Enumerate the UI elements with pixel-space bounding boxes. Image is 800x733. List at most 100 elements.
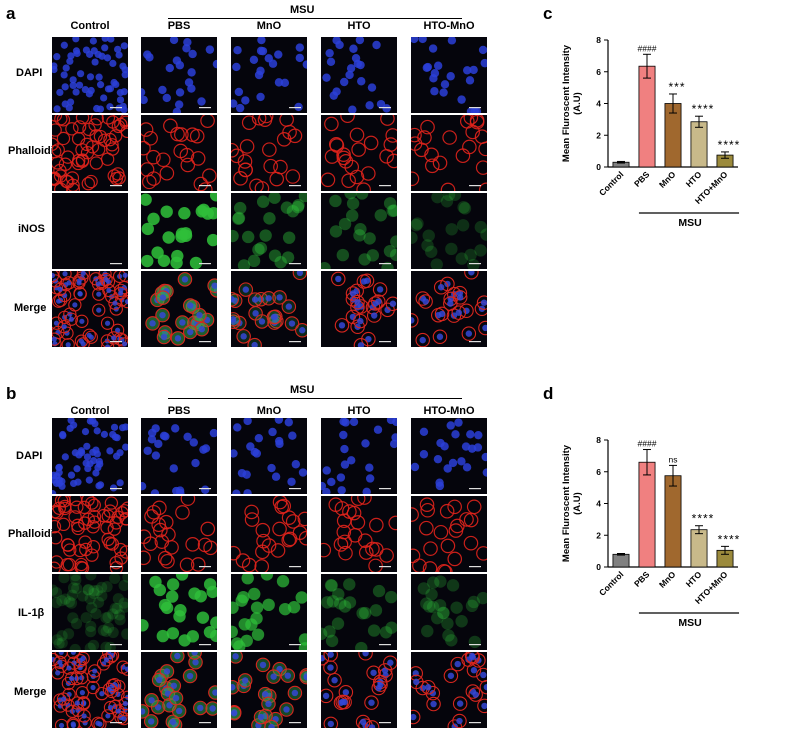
y-tick-label-c-0: 0	[596, 162, 601, 172]
micrograph-phalloidin-0	[52, 115, 128, 191]
y-tick-label-c-3: 6	[596, 67, 601, 77]
significance-c-3: ****	[692, 102, 715, 116]
row-label-phalloidin-b: Phalloidin	[8, 528, 61, 540]
micrograph-dapi-1	[141, 418, 217, 494]
row-label-il1b-b: IL-1β	[18, 607, 45, 619]
y-tick-label-d-2: 4	[596, 499, 601, 509]
y-tick-label-d-4: 8	[596, 435, 601, 445]
micrograph-merge-2	[231, 271, 307, 347]
micrograph-green-3	[321, 574, 397, 650]
micrograph-dapi-0	[52, 418, 128, 494]
col-label-control-a: Control	[70, 20, 110, 32]
panel-letter-a: a	[6, 4, 16, 23]
col-label-hto-a: HTO	[347, 20, 371, 32]
bar-chart-c: Mean Fluroscent Intensity(A.U) 0 2 4 6 8 Contr…	[561, 35, 741, 229]
col-label-mno-a: MnO	[256, 20, 282, 32]
micrograph-green-2	[231, 193, 307, 269]
error-bar-c-3	[695, 115, 703, 128]
x-tick-label-d-2: MnO	[657, 569, 678, 590]
micrograph-dapi-3	[321, 418, 397, 494]
micrograph-green-1	[141, 574, 217, 650]
row-label-dapi-a: DAPI	[16, 67, 43, 79]
micrograph-green-4	[411, 193, 487, 269]
msu-bracket-b	[168, 398, 462, 399]
y-tick-label-c-2: 4	[596, 99, 601, 109]
micrograph-phalloidin-2	[231, 496, 307, 572]
significance-c-2: ***	[668, 80, 685, 94]
row-label-phalloidin-a: Phalloidin	[8, 145, 61, 157]
col-label-hto-b: HTO	[347, 405, 371, 417]
y-tick-label-d-1: 2	[596, 530, 601, 540]
group-label-c: MSU	[678, 217, 701, 229]
micrograph-green-4	[411, 574, 487, 650]
micrograph-dapi-4	[411, 37, 487, 113]
micrograph-dapi-0	[52, 37, 128, 113]
x-tick-label-c-1: PBS	[632, 169, 652, 189]
bar-chart-d: Mean Fluroscent Intensity(A.U) 0 2 4 6 8 Contr…	[561, 435, 741, 629]
micrograph-dapi-2	[231, 37, 307, 113]
micrograph-green-0	[52, 574, 128, 650]
micrograph-dapi-1	[141, 37, 217, 113]
msu-group-label-b: MSU	[290, 384, 315, 396]
bar-c-1	[638, 65, 656, 168]
significance-d-4: ****	[718, 532, 741, 546]
y-tick-label-d-0: 0	[596, 562, 601, 572]
significance-d-1: ####	[638, 439, 657, 449]
row-label-inos-a: iNOS	[18, 223, 45, 235]
micrograph-phalloidin-1	[141, 496, 217, 572]
micrograph-merge-0	[52, 652, 128, 728]
significance-c-4: ****	[718, 138, 741, 152]
significance-d-3: ****	[692, 512, 715, 526]
msu-bracket-a	[168, 18, 462, 19]
x-tick-label-d-3: HTO	[684, 569, 704, 589]
panel-letter-d: d	[543, 384, 554, 403]
bar-d-2	[664, 475, 682, 568]
micrograph-green-3	[321, 193, 397, 269]
micrograph-merge-1	[141, 652, 217, 728]
panel-letter-c: c	[543, 4, 553, 23]
micrograph-merge-0	[52, 271, 128, 347]
significance-d-2: ns	[669, 454, 678, 464]
group-label-d: MSU	[678, 617, 701, 629]
micrograph-merge-4	[411, 271, 487, 347]
y-tick-label-c-4: 8	[596, 35, 601, 45]
micrograph-merge-2	[231, 652, 307, 728]
error-bar-d-0	[617, 553, 625, 556]
panel-letter-b: b	[6, 384, 17, 403]
x-tick-label-c-3: HTO	[684, 169, 704, 189]
row-label-merge-b: Merge	[14, 686, 47, 698]
bar-d-0	[612, 553, 630, 568]
micrograph-green-1	[141, 193, 217, 269]
micrograph-phalloidin-4	[411, 496, 487, 572]
col-label-mno-b: MnO	[256, 405, 282, 417]
bar-c-3	[690, 121, 708, 168]
micrograph-phalloidin-4	[411, 115, 487, 191]
col-label-pbs-b: PBS	[167, 405, 191, 417]
micrograph-phalloidin-3	[321, 496, 397, 572]
micrograph-dapi-3	[321, 37, 397, 113]
x-tick-label-d-0: Control	[597, 569, 625, 597]
micrograph-phalloidin-0	[52, 496, 128, 572]
row-label-dapi-b: DAPI	[16, 450, 43, 462]
micrograph-phalloidin-2	[231, 115, 307, 191]
micrograph-green-2	[231, 574, 307, 650]
bar-d-3	[690, 529, 708, 568]
error-bar-d-1	[643, 449, 651, 476]
error-bar-c-0	[617, 160, 625, 164]
error-bar-c-2	[669, 93, 677, 114]
error-bar-d-3	[695, 525, 703, 535]
x-tick-label-d-1: PBS	[632, 569, 652, 589]
row-label-merge-a: Merge	[14, 302, 47, 314]
micrograph-green-0	[52, 193, 128, 269]
micrograph-dapi-4	[411, 418, 487, 494]
micrograph-phalloidin-1	[141, 115, 217, 191]
error-bar-d-4	[721, 545, 729, 555]
significance-c-1: ####	[638, 43, 657, 53]
y-tick-label-d-3: 6	[596, 467, 601, 477]
y-axis-label-d: Mean Fluroscent Intensity(A.U)	[561, 444, 583, 562]
col-label-htomno-b: HTO-MnO	[423, 405, 475, 417]
micrograph-merge-3	[321, 652, 397, 728]
micrograph-merge-3	[321, 271, 397, 347]
error-bar-c-4	[721, 151, 729, 159]
col-label-control-b: Control	[70, 405, 110, 417]
